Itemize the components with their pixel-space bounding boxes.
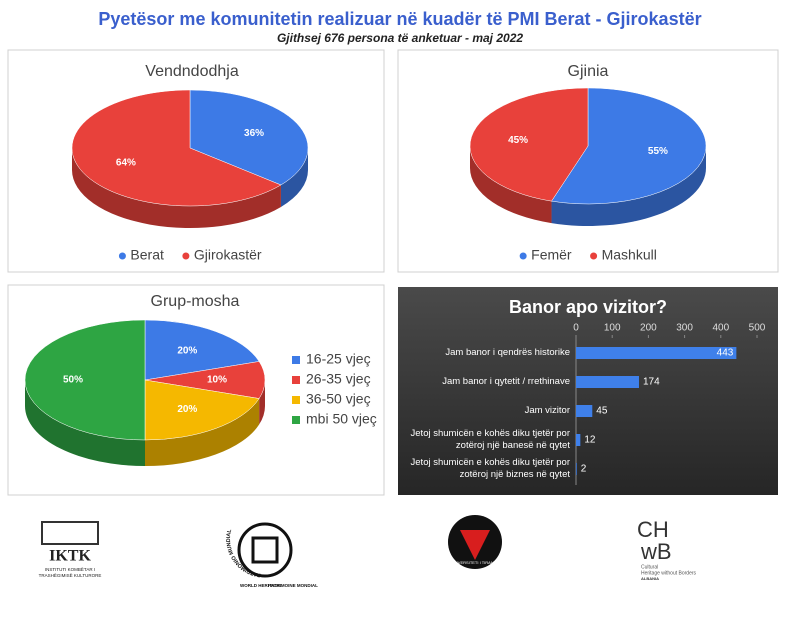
data-label: 10% — [207, 375, 227, 386]
logo-ut: UNIVERSITETI I TIRANËS — [448, 515, 502, 569]
data-label: 20% — [177, 404, 197, 415]
pie-side — [259, 380, 265, 425]
logo-text: WORLD HERITAGE — [240, 583, 281, 588]
pie-slice — [189, 89, 309, 186]
legend-label: 36-50 vjeç — [306, 391, 371, 407]
logo-text: IKTK — [49, 548, 91, 565]
logo-shape — [251, 536, 279, 564]
legend-swatch — [118, 252, 126, 260]
logo-text: PATRIMOINE MONDIAL — [268, 583, 318, 588]
bar — [576, 347, 737, 359]
pie-slice — [551, 87, 707, 205]
legend-swatch — [292, 356, 300, 364]
legend-swatch — [292, 376, 300, 384]
y-tick-label: Jetoj shumicën e kohës diku tjetër por z… — [410, 428, 570, 451]
legend-label: Berat — [130, 247, 164, 263]
x-tick-label: 0 — [573, 323, 579, 334]
data-label: 36% — [244, 128, 264, 139]
bar — [576, 434, 581, 446]
logo-text: CH — [637, 517, 669, 542]
legend-label: Mashkull — [602, 247, 657, 263]
x-tick-label: 100 — [604, 323, 621, 334]
data-label: 45 — [596, 406, 608, 417]
data-label: 64% — [116, 157, 136, 168]
logo-caption: ALBANIA — [641, 576, 659, 581]
data-label: 20% — [177, 346, 197, 357]
x-tick-label: 200 — [640, 323, 657, 334]
pie-side — [71, 148, 281, 229]
logo-text: wB — [640, 539, 672, 564]
chart-title: Banor apo vizitor? — [509, 297, 667, 317]
legend-label: 26-35 vjeç — [306, 371, 371, 387]
pie-slice — [144, 379, 260, 441]
x-tick-label: 500 — [749, 323, 766, 334]
logo-caption: Heritage without Borders — [641, 570, 697, 576]
logo-text: UNIVERSITETI I TIRANËS — [451, 560, 499, 565]
pie-slice — [24, 319, 146, 441]
y-tick-label: Jetoj shumicën e kohës diku tjetër por z… — [410, 457, 570, 480]
pie-slice — [144, 319, 260, 381]
data-label: 2 — [581, 464, 587, 475]
pie-side — [551, 146, 706, 226]
pie-side — [280, 148, 308, 207]
page-subtitle: Gjithsej 676 persona të anketuar - maj 2… — [277, 31, 523, 45]
bar — [576, 405, 593, 417]
logo-iktk: IKTK INSTITUTI KOMBËTAR I TRASHËGIMISË K… — [39, 521, 102, 578]
legend-label: mbi 50 vjeç — [306, 411, 377, 427]
bar — [576, 376, 639, 388]
legend-swatch — [590, 252, 598, 260]
logo-chwb: CH wB Cultural Heritage without Borders … — [637, 517, 697, 581]
legend-label: Gjirokastër — [194, 247, 262, 263]
legend-swatch — [292, 416, 300, 424]
x-tick-label: 400 — [712, 323, 729, 334]
data-label: 12 — [584, 435, 596, 446]
pie-side — [470, 146, 552, 224]
logo-caption: Cultural — [641, 564, 658, 570]
pie-slice — [71, 89, 282, 207]
data-label: 45% — [508, 135, 528, 146]
y-tick-label: Jam banor i qytetit / rrethinave — [442, 376, 570, 387]
logo-shape — [237, 522, 293, 578]
pie-slice — [469, 87, 589, 202]
pie-side — [145, 398, 260, 466]
logo-whc: PATRIMONIO MUNDIAL WORLD HERITAGE PATRIM… — [226, 522, 318, 588]
y-tick-label: Jam banor i qendrës historike — [445, 347, 570, 358]
x-tick-label: 300 — [676, 323, 693, 334]
legend-swatch — [292, 396, 300, 404]
logo-shape — [41, 521, 99, 545]
logo-shape — [460, 530, 490, 560]
panel-dark — [398, 287, 778, 495]
legend: Femër Mashkull — [519, 247, 657, 263]
pie-slice — [144, 361, 266, 399]
legend-swatch — [182, 252, 190, 260]
bar — [576, 463, 577, 475]
chart-title: Gjinia — [568, 63, 609, 80]
logo-caption: INSTITUTI KOMBËTAR I — [45, 566, 95, 572]
data-label: 50% — [63, 375, 83, 386]
data-label: 174 — [643, 377, 660, 388]
data-label: 55% — [648, 146, 668, 157]
legend-swatch — [519, 252, 527, 260]
y-tick-label: Jam vizitor — [524, 405, 570, 416]
logo-caption: TRASHËGIMISË KULTURORE — [39, 572, 102, 578]
data-label: 443 — [717, 348, 734, 359]
page-title: Pyetësor me komunitetin realizuar në kua… — [98, 9, 701, 29]
legend-label: Femër — [531, 247, 572, 263]
legend-label: 16-25 vjeç — [306, 351, 371, 367]
pie-side — [25, 380, 145, 466]
chart-title: Grup-mosha — [151, 293, 240, 310]
legend: Berat Gjirokastër — [118, 247, 262, 263]
chart-title: Vendndodhja — [145, 63, 239, 80]
